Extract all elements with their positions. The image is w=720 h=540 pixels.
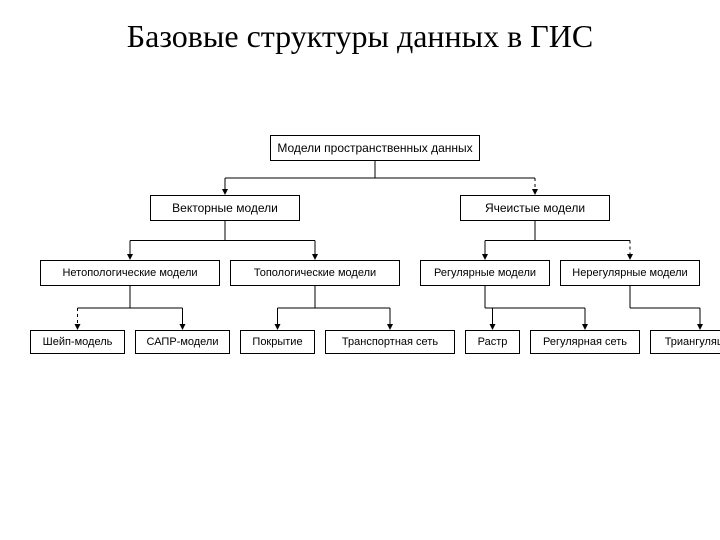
- node-reg: Регулярные модели: [420, 260, 550, 286]
- node-trans: Транспортная сеть: [325, 330, 455, 354]
- node-vector: Векторные модели: [150, 195, 300, 221]
- node-irreg: Нерегулярные модели: [560, 260, 700, 286]
- hierarchy-diagram: Модели пространственных данных Векторные …: [0, 0, 720, 540]
- node-shape: Шейп-модель: [30, 330, 125, 354]
- node-netop: Нетопологические модели: [40, 260, 220, 286]
- node-raster: Растр: [465, 330, 520, 354]
- node-cell: Ячеистые модели: [460, 195, 610, 221]
- node-top: Топологические модели: [230, 260, 400, 286]
- node-cover: Покрытие: [240, 330, 315, 354]
- node-regnet: Регулярная сеть: [530, 330, 640, 354]
- node-cad: САПР-модели: [135, 330, 230, 354]
- node-tri: Триангуляция: [650, 330, 720, 354]
- node-root: Модели пространственных данных: [270, 135, 480, 161]
